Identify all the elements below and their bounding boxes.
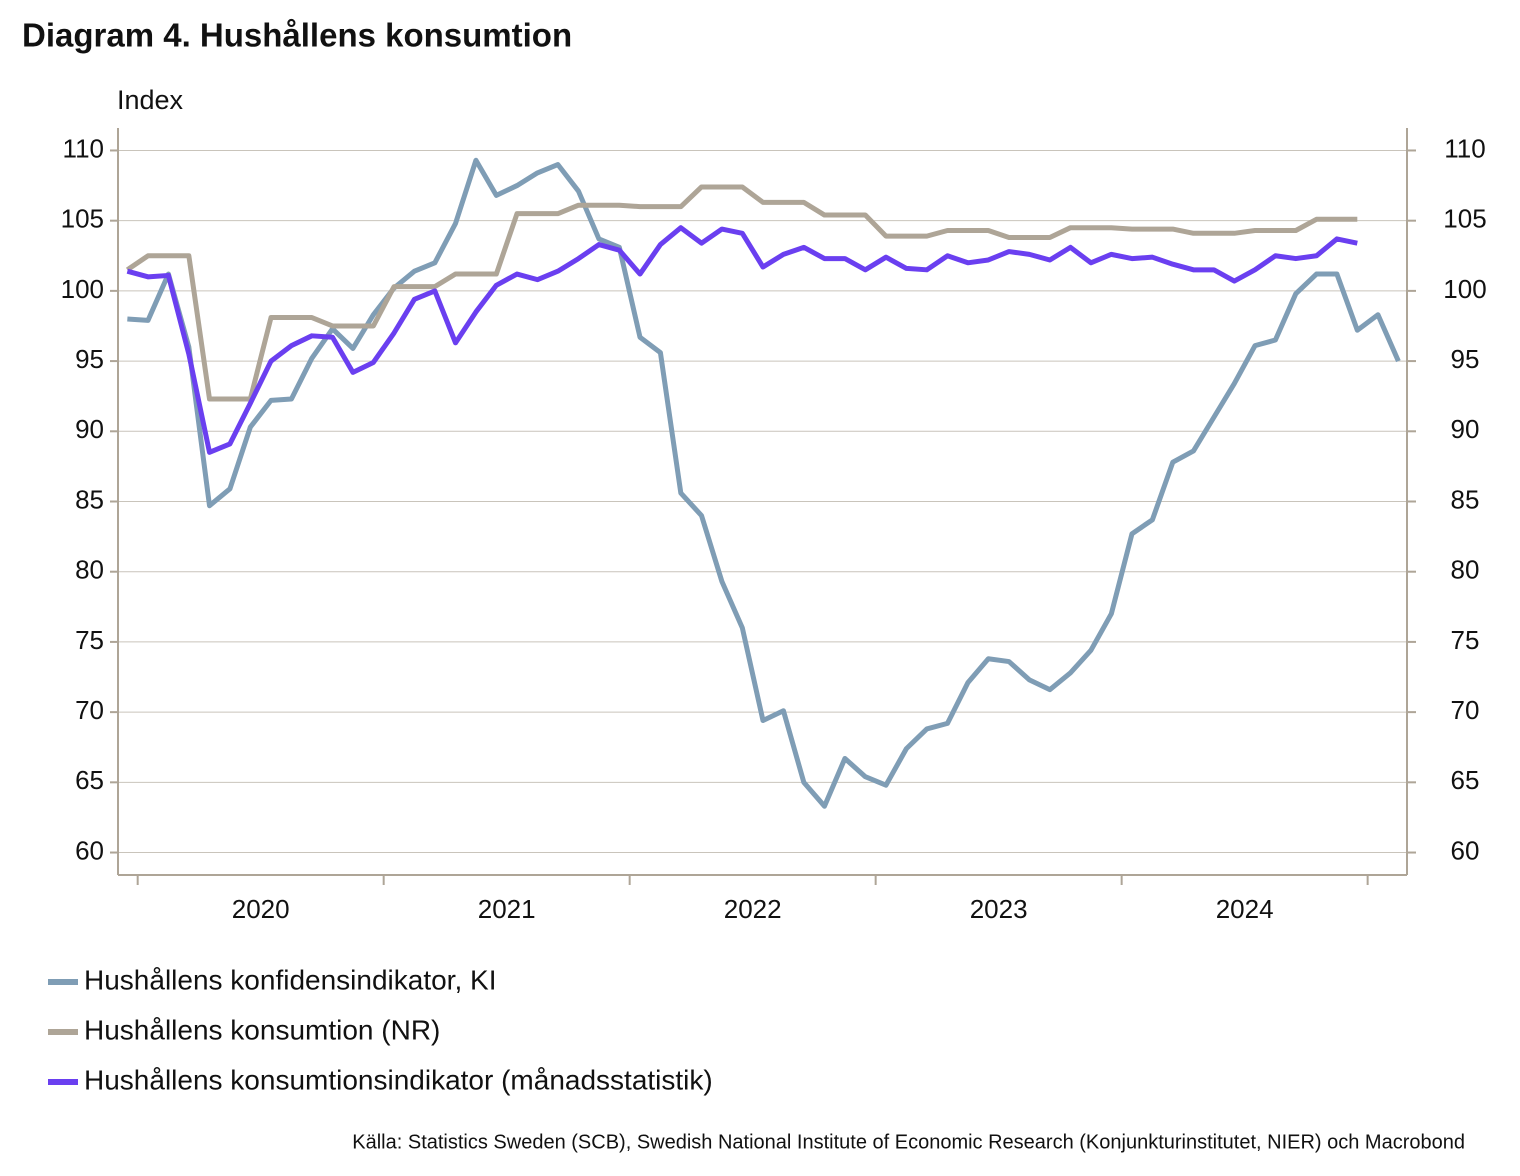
y2-tick-label: 85 [1451, 484, 1480, 514]
y2-tick-label: 80 [1451, 555, 1480, 585]
y2-tick-label: 105 [1443, 204, 1486, 234]
y2-tick-label: 110 [1444, 133, 1485, 163]
y-tick-label: 105 [61, 204, 104, 234]
y-tick-label: 80 [75, 555, 104, 585]
series-line [127, 157, 1401, 809]
x-tick-label: 2022 [724, 894, 782, 924]
y2-tick-label: 60 [1451, 835, 1480, 865]
legend-label: Hushållens konsumtionsindikator (månadss… [84, 1064, 713, 1095]
series-line [125, 184, 1358, 402]
chart-title: Diagram 4. Hushållens konsumtion [22, 17, 572, 54]
y-tick-label: 95 [75, 344, 104, 374]
x-tick-label: 2024 [1216, 894, 1274, 924]
x-tick-label: 2020 [232, 894, 290, 924]
series-line [126, 225, 1358, 455]
x-tick-label: 2023 [970, 894, 1028, 924]
y-axis-label: Index [117, 85, 184, 115]
legend-label: Hushållens konsumtion (NR) [84, 1014, 440, 1045]
y-tick-label: 70 [75, 695, 104, 725]
y2-tick-label: 70 [1451, 695, 1480, 725]
x-tick-label: 2021 [478, 894, 536, 924]
y-tick-label: 100 [61, 274, 104, 304]
y2-tick-label: 95 [1451, 344, 1480, 374]
legend-label: Hushållens konfidensindikator, KI [84, 964, 496, 995]
y2-tick-label: 90 [1451, 414, 1480, 444]
y-tick-label: 110 [63, 133, 104, 163]
y-tick-label: 60 [75, 835, 104, 865]
source: Källa: Statistics Sweden (SCB), Swedish … [352, 1131, 1465, 1153]
y2-tick-label: 100 [1443, 274, 1486, 304]
y-tick-label: 75 [75, 625, 104, 655]
y2-tick-label: 75 [1451, 625, 1480, 655]
y-tick-label: 85 [75, 484, 104, 514]
y-tick-label: 90 [75, 414, 104, 444]
y2-tick-label: 65 [1451, 765, 1480, 795]
y-tick-label: 65 [75, 765, 104, 795]
